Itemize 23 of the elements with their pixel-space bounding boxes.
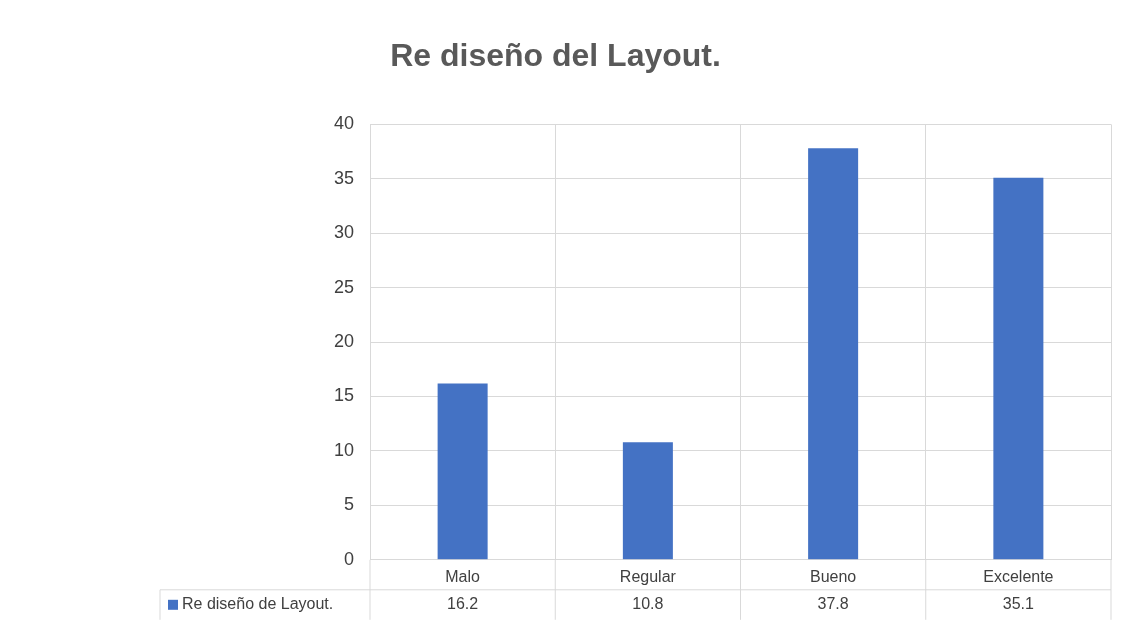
y-tick-label: 25 <box>333 276 354 297</box>
x-tick-label: Regular <box>619 567 677 585</box>
x-tick-label: Malo <box>445 567 481 585</box>
y-tick-label: 35 <box>333 167 354 188</box>
y-tick-label: 5 <box>343 494 354 515</box>
chart-title: Re diseño del Layout. <box>390 37 721 74</box>
y-tick-label: 30 <box>333 222 354 243</box>
x-tick-label: Bueno <box>809 567 857 585</box>
bar <box>993 177 1044 560</box>
x-tick-label: Excelente <box>983 567 1054 585</box>
y-tick-label: 15 <box>333 385 354 406</box>
y-tick-label: 20 <box>333 331 354 352</box>
bar <box>437 383 488 560</box>
data-label: 16.2 <box>447 595 479 613</box>
data-label: 35.1 <box>1002 595 1035 613</box>
y-tick-label: 40 <box>333 113 354 134</box>
bar <box>622 442 673 560</box>
data-label: 37.8 <box>817 595 849 613</box>
y-tick-label: 10 <box>333 439 354 460</box>
data-label: 10.8 <box>632 595 664 613</box>
y-tick-label: 0 <box>343 548 354 569</box>
legend-label: Re diseño de Layout. <box>182 595 334 613</box>
bar <box>808 148 859 560</box>
